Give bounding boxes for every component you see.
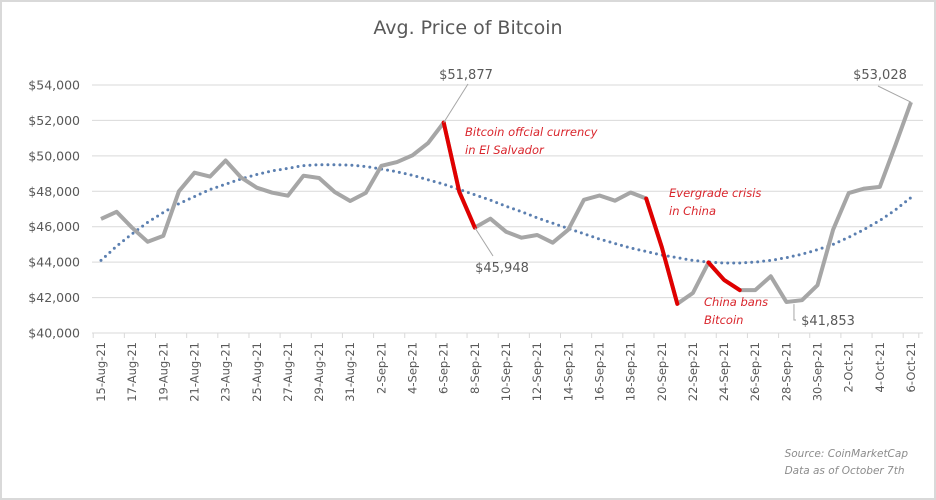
x-tick-label: 4-Sep-21	[406, 342, 420, 394]
data-date-line: Data as of October 7th	[784, 465, 905, 477]
annotations: Bitcoin offcial currency in El Salvador Ev…	[465, 125, 768, 327]
x-tick-label: 18-Sep-21	[624, 342, 638, 401]
x-tick-label: 12-Sep-21	[530, 342, 544, 401]
x-tick-label: 2-Oct-21	[842, 342, 856, 392]
trendline-path	[99, 163, 913, 265]
y-tick-label: $48,000	[28, 184, 80, 199]
highlight-segment	[706, 260, 742, 293]
data-label: $51,877	[439, 68, 493, 83]
leader-line	[877, 85, 912, 103]
x-tick-label: 31-Aug-21	[343, 342, 357, 402]
leader-line	[443, 83, 469, 123]
x-tick-label: 2-Sep-21	[374, 342, 388, 394]
data-label: $41,853	[801, 314, 855, 329]
x-tick-label: 6-Oct-21	[904, 342, 918, 392]
x-tick-label: 25-Aug-21	[250, 342, 264, 402]
x-tick-label: 24-Sep-21	[717, 342, 731, 401]
y-tick-label: $42,000	[28, 290, 80, 305]
x-tick-label: 4-Oct-21	[873, 342, 887, 392]
annotation-evergrande: Evergrade crisis	[669, 186, 761, 200]
x-tick-label: 8-Sep-21	[468, 342, 482, 394]
event-highlights	[441, 120, 742, 306]
x-tick-label: 22-Sep-21	[686, 342, 700, 401]
x-tick-label: 30-Sep-21	[811, 342, 825, 401]
highlight-segment	[644, 196, 680, 306]
x-tick-label: 19-Aug-21	[156, 342, 170, 402]
x-tick-label: 17-Aug-21	[125, 342, 139, 402]
y-tick-label: $44,000	[28, 255, 80, 270]
source-note: Source: CoinMarketCap Data as of October…	[785, 446, 908, 480]
chart-title: Avg. Price of Bitcoin	[373, 17, 563, 39]
annotation-evergrande: in China	[669, 204, 716, 218]
data-labels: $51,877 $45,948 $41,853 $53,028	[439, 68, 907, 329]
x-tick-label: 14-Sep-21	[561, 342, 575, 401]
annotation-el-salvador: Bitcoin offcial currency	[465, 125, 598, 139]
x-axis: 15-Aug-21 17-Aug-21 19-Aug-21 21-Aug-21 23-A…	[92, 333, 920, 402]
x-tick-label: 6-Sep-21	[437, 342, 451, 394]
leader-line	[793, 304, 796, 321]
x-tick-label: 21-Aug-21	[187, 342, 201, 402]
highlight-segment	[441, 120, 477, 230]
y-tick-label: $50,000	[28, 148, 80, 163]
x-tick-label: 10-Sep-21	[499, 342, 513, 401]
gridlines	[92, 84, 923, 334]
x-tick-label: 20-Sep-21	[655, 342, 669, 401]
trendline	[99, 163, 913, 265]
data-label-leaders	[443, 83, 912, 321]
y-tick-label: $46,000	[28, 219, 80, 234]
annotation-china-ban: Bitcoin	[704, 313, 743, 327]
source-line: Source: CoinMarketCap	[784, 448, 908, 460]
leader-line	[474, 227, 494, 257]
x-tick-label: 27-Aug-21	[281, 342, 295, 402]
x-tick-label: 29-Aug-21	[312, 342, 326, 402]
data-label: $53,028	[853, 68, 907, 83]
y-tick-label: $40,000	[28, 326, 80, 341]
annotation-el-salvador: in El Salvador	[465, 143, 545, 157]
x-tick-label: 16-Sep-21	[592, 342, 606, 401]
x-tick-label: 28-Sep-21	[779, 342, 793, 401]
y-tick-label: $54,000	[28, 78, 80, 93]
x-tick-label: 23-Aug-21	[219, 342, 233, 402]
data-label: $45,948	[475, 261, 529, 276]
x-tick-label: 15-Aug-21	[94, 342, 108, 402]
x-tick-label: 26-Sep-21	[748, 342, 762, 401]
y-axis-ticks: $40,000 $42,000 $44,000 $46,000 $48,000 $50,0…	[28, 78, 80, 341]
y-tick-label: $52,000	[28, 113, 80, 128]
annotation-china-ban: China bans	[704, 295, 768, 309]
